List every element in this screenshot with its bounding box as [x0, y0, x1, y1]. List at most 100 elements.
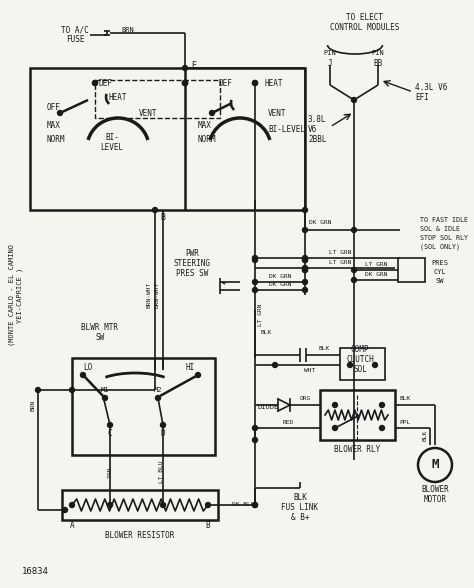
Text: BB: BB [374, 58, 383, 68]
Text: SOL & IDLE: SOL & IDLE [420, 226, 460, 232]
Text: DEF: DEF [98, 79, 112, 88]
Circle shape [155, 396, 161, 400]
Text: STEERING: STEERING [173, 259, 210, 268]
Text: BLK: BLK [400, 396, 410, 402]
Circle shape [253, 256, 257, 260]
Text: A: A [70, 522, 74, 530]
Text: E: E [191, 61, 196, 69]
Circle shape [273, 362, 277, 368]
Text: DIODE: DIODE [257, 404, 279, 410]
Bar [72, 358, 215, 455]
Text: 2BBL: 2BBL [308, 135, 327, 145]
Text: D: D [161, 429, 165, 439]
Circle shape [161, 503, 165, 507]
Text: LT GRN: LT GRN [329, 259, 351, 265]
Text: HEAT: HEAT [265, 79, 283, 88]
Circle shape [182, 81, 188, 85]
Circle shape [253, 503, 257, 507]
Circle shape [70, 387, 74, 393]
Circle shape [352, 268, 356, 272]
Text: YEI-CAPRICE ): YEI-CAPRICE ) [17, 268, 23, 323]
Text: DK GRN: DK GRN [365, 272, 387, 278]
Circle shape [302, 228, 308, 232]
Text: PRES SW: PRES SW [176, 269, 208, 278]
Text: HI: HI [185, 363, 195, 373]
Circle shape [373, 362, 377, 368]
Text: PIN: PIN [324, 50, 337, 56]
Text: DK GRN: DK GRN [269, 282, 291, 288]
Text: BLWR MTR: BLWR MTR [82, 322, 118, 332]
Text: PIN: PIN [372, 50, 384, 56]
Circle shape [182, 65, 188, 71]
Circle shape [302, 258, 308, 262]
Circle shape [253, 81, 257, 85]
Text: STOP SOL RLY: STOP SOL RLY [420, 235, 468, 241]
Circle shape [108, 503, 112, 507]
Text: FUSE: FUSE [66, 35, 84, 45]
Text: BRN: BRN [30, 399, 36, 410]
Circle shape [36, 387, 40, 393]
Text: (SOL ONLY): (SOL ONLY) [420, 244, 460, 250]
Circle shape [347, 362, 353, 368]
Text: M2: M2 [154, 387, 162, 393]
Circle shape [102, 396, 108, 400]
Text: LO: LO [83, 363, 92, 373]
Text: MAX: MAX [47, 121, 61, 129]
Circle shape [253, 503, 257, 507]
Text: LT GRN: LT GRN [365, 262, 387, 266]
Text: MAX: MAX [198, 121, 212, 129]
Bar [340, 348, 385, 380]
Text: DK BLU: DK BLU [232, 503, 255, 507]
Text: BLK: BLK [422, 429, 428, 440]
Circle shape [253, 426, 257, 430]
Circle shape [352, 98, 356, 102]
Circle shape [81, 373, 85, 377]
Text: 4.3L V6: 4.3L V6 [415, 83, 447, 92]
Text: TO ELECT: TO ELECT [346, 14, 383, 22]
Circle shape [195, 373, 201, 377]
Text: EFI: EFI [415, 93, 429, 102]
Circle shape [92, 81, 98, 85]
Text: J: J [328, 58, 332, 68]
Circle shape [302, 279, 308, 285]
Text: TO A/C: TO A/C [61, 25, 89, 35]
Circle shape [253, 288, 257, 292]
Bar [398, 258, 425, 282]
Text: DEF: DEF [218, 79, 232, 88]
Circle shape [302, 258, 308, 262]
Circle shape [302, 268, 308, 272]
Circle shape [302, 266, 308, 270]
Text: BRN-WHT: BRN-WHT [146, 282, 152, 308]
Text: BLOWER: BLOWER [421, 486, 449, 495]
Circle shape [332, 426, 337, 430]
Text: DK GRN: DK GRN [309, 220, 331, 226]
Circle shape [253, 258, 257, 262]
Text: PWR: PWR [185, 249, 199, 258]
Text: M1: M1 [101, 387, 109, 393]
Text: V6: V6 [308, 125, 317, 135]
Text: NORM: NORM [198, 135, 217, 145]
Text: M: M [431, 459, 439, 472]
Circle shape [70, 503, 74, 507]
Text: VENT: VENT [268, 109, 286, 118]
Text: ORG: ORG [300, 396, 310, 400]
Text: TO FAST IDLE: TO FAST IDLE [420, 217, 468, 223]
Circle shape [380, 426, 384, 430]
Text: PPL: PPL [400, 419, 410, 425]
Text: CLUTCH: CLUTCH [346, 356, 374, 365]
Text: TAN: TAN [108, 466, 112, 477]
Circle shape [92, 81, 98, 85]
Text: SOL: SOL [353, 366, 367, 375]
Circle shape [253, 437, 257, 443]
Text: CYL: CYL [434, 269, 447, 275]
Text: BLOWER RLY: BLOWER RLY [334, 446, 380, 455]
Circle shape [161, 423, 165, 427]
Text: BRN: BRN [122, 27, 134, 33]
Text: PRES: PRES [431, 260, 448, 266]
Circle shape [63, 507, 67, 513]
Text: BLK: BLK [319, 346, 329, 350]
Bar [95, 80, 220, 118]
Text: BLK: BLK [293, 493, 307, 502]
Text: HEAT: HEAT [109, 92, 127, 102]
Circle shape [380, 403, 384, 407]
